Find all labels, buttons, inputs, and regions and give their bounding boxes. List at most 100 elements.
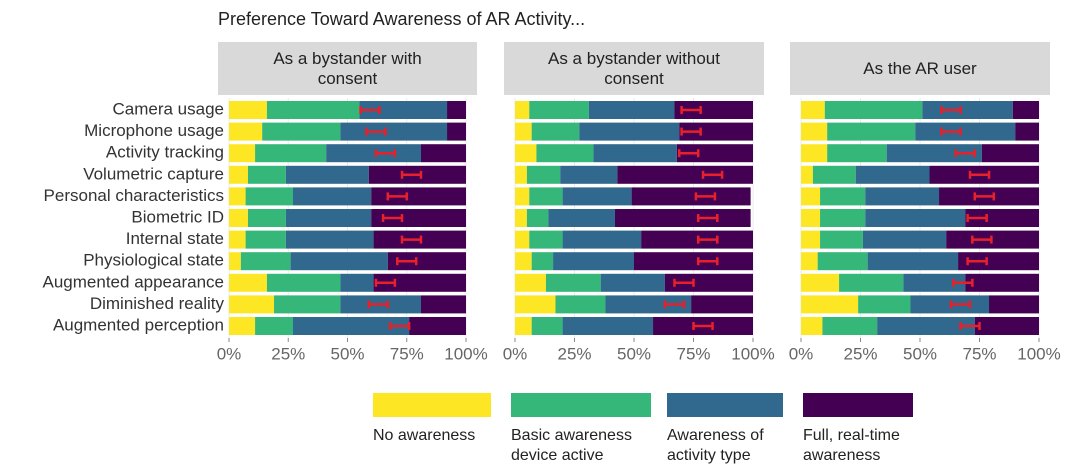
error-bar	[954, 149, 976, 158]
bar-segment	[827, 122, 916, 141]
error-bar	[386, 192, 408, 201]
error-bar	[966, 214, 988, 222]
bar-segment	[515, 187, 530, 206]
bar-segment	[579, 122, 680, 141]
bar-segment	[555, 295, 606, 314]
bar-segment	[340, 273, 374, 292]
bar-segment	[548, 209, 615, 227]
bar-segment	[588, 101, 675, 119]
y-tick-label: Augmented perception	[53, 315, 224, 334]
y-tick-label: Diminished reality	[90, 294, 225, 313]
bar-segment	[801, 101, 825, 119]
x-tick-label: 0%	[503, 344, 528, 363]
bar-segment	[812, 165, 856, 184]
bar-segment	[290, 252, 388, 271]
bar-segment	[526, 165, 561, 184]
bar-segment	[531, 317, 563, 335]
bar-segment	[292, 187, 372, 206]
bar-segment	[822, 317, 878, 335]
bar-segment	[292, 317, 410, 335]
bar-segment	[285, 209, 372, 227]
error-bar	[697, 235, 719, 244]
legend-label: No awareness	[373, 427, 476, 444]
error-bar	[966, 257, 988, 266]
bar-segment	[229, 317, 256, 335]
error-bar	[359, 106, 381, 114]
x-tick-label: 75%	[962, 344, 996, 363]
error-bar	[959, 322, 981, 330]
bar-segment	[229, 209, 248, 227]
error-bar	[367, 300, 390, 309]
error-bar	[381, 214, 404, 222]
error-bar	[694, 192, 717, 201]
error-bar	[697, 214, 719, 222]
error-bar	[968, 170, 991, 179]
x-tick-label: 50%	[903, 344, 937, 363]
legend-key	[803, 393, 913, 417]
error-bar	[701, 170, 724, 179]
error-bar	[663, 300, 686, 309]
x-tick-label: 50%	[617, 344, 651, 363]
bar-segment	[801, 122, 828, 141]
error-bar	[680, 106, 702, 114]
bar-segment	[827, 144, 887, 163]
bar-segment	[515, 209, 527, 227]
x-tick-label: 100%	[444, 344, 487, 363]
bar-segment	[865, 187, 940, 206]
bar-segment	[855, 165, 930, 184]
error-bar	[365, 127, 387, 136]
error-bar	[396, 257, 418, 266]
bar-segment	[371, 209, 466, 227]
bar-segment	[285, 230, 374, 249]
x-tick-label: 75%	[390, 344, 424, 363]
bar-segment	[245, 187, 293, 206]
y-tick-label: Augmented appearance	[43, 272, 224, 291]
legend-key	[667, 393, 783, 417]
bar-segment	[664, 273, 753, 292]
bar-segment	[605, 295, 692, 314]
bar-segment	[447, 122, 466, 141]
bar-segment	[420, 144, 466, 163]
error-bar	[692, 322, 714, 330]
bar-segment	[515, 295, 556, 314]
x-tick-label: 0%	[217, 344, 242, 363]
bar-segment	[903, 273, 966, 292]
bar-segment	[553, 252, 634, 271]
bar-segment	[515, 273, 546, 292]
x-tick-label: 75%	[676, 344, 710, 363]
bar-segment	[255, 144, 327, 163]
bar-segment	[593, 144, 677, 163]
x-tick-label: 25%	[557, 344, 591, 363]
bar-segment	[679, 122, 753, 141]
bar-segment	[817, 252, 868, 271]
x-tick-label: 25%	[843, 344, 877, 363]
bar-segment	[691, 295, 753, 314]
bar-segment	[820, 209, 866, 227]
bar-segment	[1012, 101, 1039, 119]
bar-segment	[255, 317, 293, 335]
bar-segment	[989, 295, 1039, 314]
bar-segment	[229, 144, 256, 163]
facet-title: As a bystander without consent	[504, 42, 764, 95]
bar-segment	[515, 230, 530, 249]
bar-segment	[562, 317, 654, 335]
legend-label: Full, real-time awareness	[803, 427, 900, 464]
bar-segment	[865, 209, 966, 227]
bar-segment	[958, 252, 1039, 271]
bar-segment	[560, 165, 618, 184]
bar-segment	[801, 295, 859, 314]
bar-segment	[862, 230, 947, 249]
bar-segment	[801, 187, 821, 206]
bar-segment	[515, 252, 532, 271]
bar-segment	[247, 165, 286, 184]
bar-segment	[915, 122, 1016, 141]
y-tick-label: Internal state	[126, 229, 224, 248]
bar-segment	[529, 187, 563, 206]
bar-segment	[867, 252, 959, 271]
bar-segment	[526, 209, 549, 227]
bar-segment	[965, 273, 1039, 292]
x-tick-label: 0%	[789, 344, 814, 363]
error-bar	[388, 322, 411, 330]
bar-segment	[515, 101, 530, 119]
